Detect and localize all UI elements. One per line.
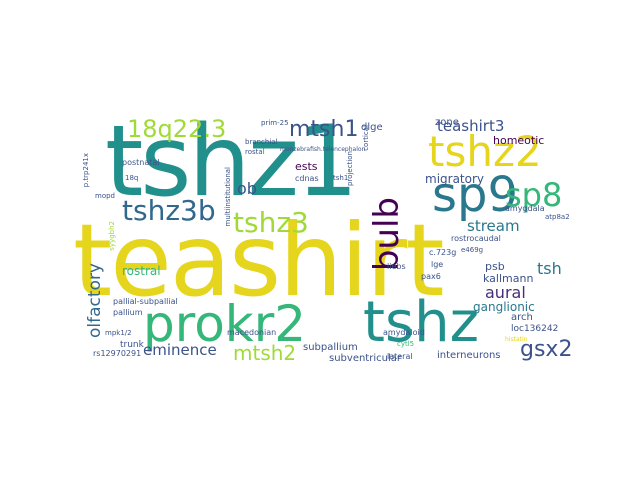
word-ptrp: p.trp241x xyxy=(82,153,90,188)
word-macedonian: macedonian xyxy=(227,328,277,337)
word-tsh: tsh xyxy=(537,259,562,278)
word-trunk: trunk xyxy=(120,340,144,350)
word-kallmann: kallmann xyxy=(483,272,534,285)
word-cloud: tshz1 teashirt prokr2 tshz sp9 tshz2 sp8… xyxy=(65,115,575,365)
word-e469g: e469g xyxy=(461,246,484,254)
word-rostal: rostal xyxy=(245,148,265,156)
word-subventricular: subventricular xyxy=(329,353,401,364)
word-cdnas: cdnas xyxy=(295,174,319,183)
word-mopd: mopd xyxy=(95,192,115,200)
word-rs: rs12970291 xyxy=(93,349,142,358)
word-prim: prim-25 xyxy=(261,119,289,127)
word-sp9: sp9 xyxy=(432,167,519,223)
word-teashirt3: teashirt3 xyxy=(437,117,505,135)
word-eminence: eminence xyxy=(143,341,217,359)
word-mtsh1: mtsh1 xyxy=(289,117,359,142)
word-teashirt: teashirt xyxy=(73,202,445,319)
word-rostral: rostral xyxy=(122,264,161,278)
word-mpk: mpk1/2 xyxy=(105,329,132,337)
word-pallium: pallium xyxy=(113,308,143,317)
word-arch: arch xyxy=(511,312,533,323)
word-sp8: sp8 xyxy=(505,176,563,214)
word-atp8a2: atp8a2 xyxy=(545,213,570,221)
word-interneurons: interneurons xyxy=(437,350,501,361)
word-18q: 18q xyxy=(125,174,139,182)
word-tshz: tshz xyxy=(363,290,480,355)
word-histatin: histatin xyxy=(505,336,528,343)
word-tshz2: tshz2 xyxy=(428,127,542,176)
word-stream: stream xyxy=(467,217,520,235)
word-syygbh2: syygbh2 xyxy=(108,221,116,251)
word-bulb: bulb xyxy=(367,197,407,272)
word-rostrocaudal: rostrocaudal xyxy=(451,234,501,243)
word-homeotic: homeotic xyxy=(493,134,545,147)
word-mtsh2: mtsh2 xyxy=(233,341,297,365)
word-tshz3b: tshz3b xyxy=(122,194,216,227)
word-loc: loc136242 xyxy=(511,324,559,334)
word-branchial: branchial xyxy=(245,138,278,146)
word-monzebrafish: monzebrafish.telencephalon xyxy=(280,146,366,153)
word-prokr2: prokr2 xyxy=(143,295,307,353)
word-pax6: pax6 xyxy=(421,272,441,281)
word-postnatal: postnatal xyxy=(122,158,160,167)
word-pallial: pallial-subpallial xyxy=(113,297,178,306)
word-psb: psb xyxy=(485,260,505,273)
word-ganglionic: ganglionic xyxy=(473,300,535,314)
word-amydaloid: amydaloid xyxy=(383,328,425,337)
word-ob: ob xyxy=(237,179,257,198)
word-ests: ests xyxy=(295,160,318,173)
word-dlge: dlge xyxy=(361,122,383,133)
word-gsx2: gsx2 xyxy=(520,337,573,362)
word-olfactory: olfactory xyxy=(85,263,105,338)
word-cytl5: cytl5 xyxy=(397,340,415,348)
word-aural: aural xyxy=(485,283,526,302)
word-lateral: lateral xyxy=(387,352,413,361)
word-migratory: migratory xyxy=(425,172,485,186)
word-zone: zone xyxy=(435,117,459,128)
word-multi: multiinstitutional xyxy=(224,167,232,227)
word-tshz3: tshz3 xyxy=(233,206,309,239)
word-18q22: 18q22.3 xyxy=(127,115,227,143)
word-lge: lge xyxy=(431,260,444,269)
word-c723g: c.723g xyxy=(429,248,457,257)
word-subpallium: subpallium xyxy=(303,342,358,353)
word-liebs: liebs xyxy=(387,262,406,271)
word-tsh1: tsh1 xyxy=(333,174,349,182)
word-tshz1: tshz1 xyxy=(105,115,358,219)
word-amygdala: amygdala xyxy=(505,204,545,213)
